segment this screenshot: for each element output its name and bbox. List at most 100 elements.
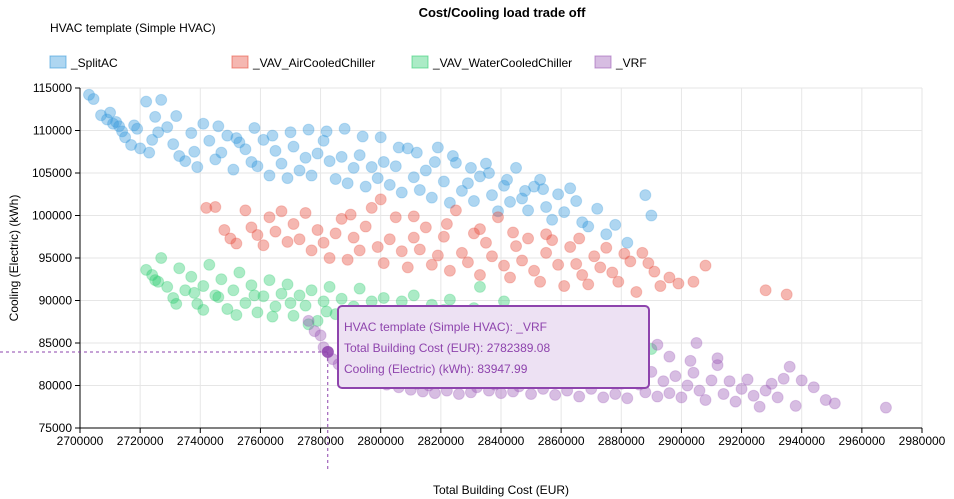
point-splitac[interactable] <box>167 138 180 151</box>
point-vav_aircooledchiller[interactable] <box>419 221 432 234</box>
point-splitac[interactable] <box>239 143 252 156</box>
point-vav_aircooledchiller[interactable] <box>209 201 222 213</box>
point-splitac[interactable] <box>131 122 144 135</box>
point-vav_watercooledchiller[interactable] <box>155 252 168 264</box>
point-splitac[interactable] <box>473 170 486 183</box>
point-vrf[interactable] <box>663 387 676 400</box>
point-vav_watercooledchiller[interactable] <box>284 297 297 310</box>
point-vrf[interactable] <box>705 374 718 387</box>
point-splitac[interactable] <box>519 184 532 197</box>
point-vav_aircooledchiller[interactable] <box>449 204 462 217</box>
point-vrf[interactable] <box>452 388 465 400</box>
point-vrf[interactable] <box>621 392 634 405</box>
point-splitac[interactable] <box>191 161 204 174</box>
point-vav_aircooledchiller[interactable] <box>510 240 523 253</box>
point-vav_aircooledchiller[interactable] <box>516 254 529 267</box>
point-vrf[interactable] <box>723 375 736 388</box>
point-splitac[interactable] <box>230 132 243 145</box>
point-vav_watercooledchiller[interactable] <box>203 258 216 271</box>
point-splitac[interactable] <box>359 180 372 193</box>
point-vav_aircooledchiller[interactable] <box>323 252 336 264</box>
point-splitac[interactable] <box>284 126 297 139</box>
point-vrf[interactable] <box>771 391 784 404</box>
point-splitac[interactable] <box>419 164 432 177</box>
point-splitac[interactable] <box>245 155 258 168</box>
point-splitac[interactable] <box>155 93 168 106</box>
point-vrf[interactable] <box>681 379 694 392</box>
point-vav_watercooledchiller[interactable] <box>215 273 228 286</box>
point-vav_aircooledchiller[interactable] <box>564 240 577 253</box>
point-splitac[interactable] <box>143 146 156 159</box>
point-vrf[interactable] <box>783 360 796 373</box>
point-vav_aircooledchiller[interactable] <box>455 246 468 259</box>
point-vav_aircooledchiller[interactable] <box>636 246 649 259</box>
point-vrf[interactable] <box>308 325 321 338</box>
point-vav_aircooledchiller[interactable] <box>467 227 480 240</box>
point-vav_watercooledchiller[interactable] <box>248 289 261 302</box>
point-vrf[interactable] <box>693 384 706 397</box>
point-splitac[interactable] <box>558 206 571 219</box>
point-vav_watercooledchiller[interactable] <box>320 305 333 318</box>
point-vav_watercooledchiller[interactable] <box>170 297 183 310</box>
point-splitac[interactable] <box>341 177 354 190</box>
point-vrf[interactable] <box>609 388 622 400</box>
point-vrf[interactable] <box>525 388 538 400</box>
point-splitac[interactable] <box>302 123 315 136</box>
point-splitac[interactable] <box>410 146 423 159</box>
point-vav_watercooledchiller[interactable] <box>245 279 258 292</box>
point-vav_aircooledchiller[interactable] <box>407 231 420 244</box>
point-splitac[interactable] <box>179 155 192 168</box>
point-vav_watercooledchiller[interactable] <box>353 282 366 295</box>
point-vav_aircooledchiller[interactable] <box>263 211 276 224</box>
point-vrf[interactable] <box>314 329 327 342</box>
point-vav_aircooledchiller[interactable] <box>269 225 282 238</box>
point-splitac[interactable] <box>149 110 162 123</box>
point-vav_aircooledchiller[interactable] <box>293 233 306 246</box>
point-vav_aircooledchiller[interactable] <box>576 269 589 281</box>
point-splitac[interactable] <box>320 125 333 138</box>
point-vrf[interactable] <box>651 390 664 403</box>
point-vav_aircooledchiller[interactable] <box>389 211 402 224</box>
point-vav_watercooledchiller[interactable] <box>323 280 336 293</box>
point-splitac[interactable] <box>591 202 604 215</box>
point-splitac[interactable] <box>233 136 246 149</box>
point-vav_watercooledchiller[interactable] <box>407 289 420 302</box>
point-vav_aircooledchiller[interactable] <box>275 205 288 218</box>
point-splitac[interactable] <box>125 138 138 151</box>
point-vav_aircooledchiller[interactable] <box>311 223 324 236</box>
point-splitac[interactable] <box>227 163 240 176</box>
point-splitac[interactable] <box>443 196 456 209</box>
point-splitac[interactable] <box>104 106 117 119</box>
point-vav_aircooledchiller[interactable] <box>528 264 541 277</box>
point-vav_aircooledchiller[interactable] <box>606 266 619 279</box>
point-vav_watercooledchiller[interactable] <box>275 287 288 300</box>
point-vav_aircooledchiller[interactable] <box>335 212 348 225</box>
point-vav_aircooledchiller[interactable] <box>504 271 517 284</box>
point-vav_aircooledchiller[interactable] <box>473 269 486 281</box>
point-splitac[interactable] <box>83 88 96 101</box>
point-vrf[interactable] <box>669 370 682 383</box>
point-vrf[interactable] <box>711 352 724 365</box>
point-splitac[interactable] <box>645 209 658 222</box>
point-splitac[interactable] <box>464 161 477 174</box>
point-vrf[interactable] <box>741 373 754 386</box>
point-vav_aircooledchiller[interactable] <box>239 204 252 217</box>
point-vav_watercooledchiller[interactable] <box>311 314 324 327</box>
point-vav_aircooledchiller[interactable] <box>317 236 330 249</box>
point-splitac[interactable] <box>161 121 174 134</box>
point-vav_watercooledchiller[interactable] <box>443 293 456 306</box>
point-splitac[interactable] <box>522 204 535 217</box>
point-vav_aircooledchiller[interactable] <box>473 223 486 236</box>
point-splitac[interactable] <box>383 178 396 191</box>
point-vav_watercooledchiller[interactable] <box>317 295 330 308</box>
point-vav_watercooledchiller[interactable] <box>251 306 264 319</box>
point-splitac[interactable] <box>449 156 462 169</box>
point-vav_aircooledchiller[interactable] <box>281 235 294 248</box>
point-vav_watercooledchiller[interactable] <box>149 274 162 287</box>
point-splitac[interactable] <box>209 153 222 166</box>
point-splitac[interactable] <box>431 141 444 154</box>
point-splitac[interactable] <box>128 119 141 132</box>
point-splitac[interactable] <box>392 141 405 154</box>
point-vrf[interactable] <box>735 382 748 395</box>
point-splitac[interactable] <box>570 195 583 208</box>
